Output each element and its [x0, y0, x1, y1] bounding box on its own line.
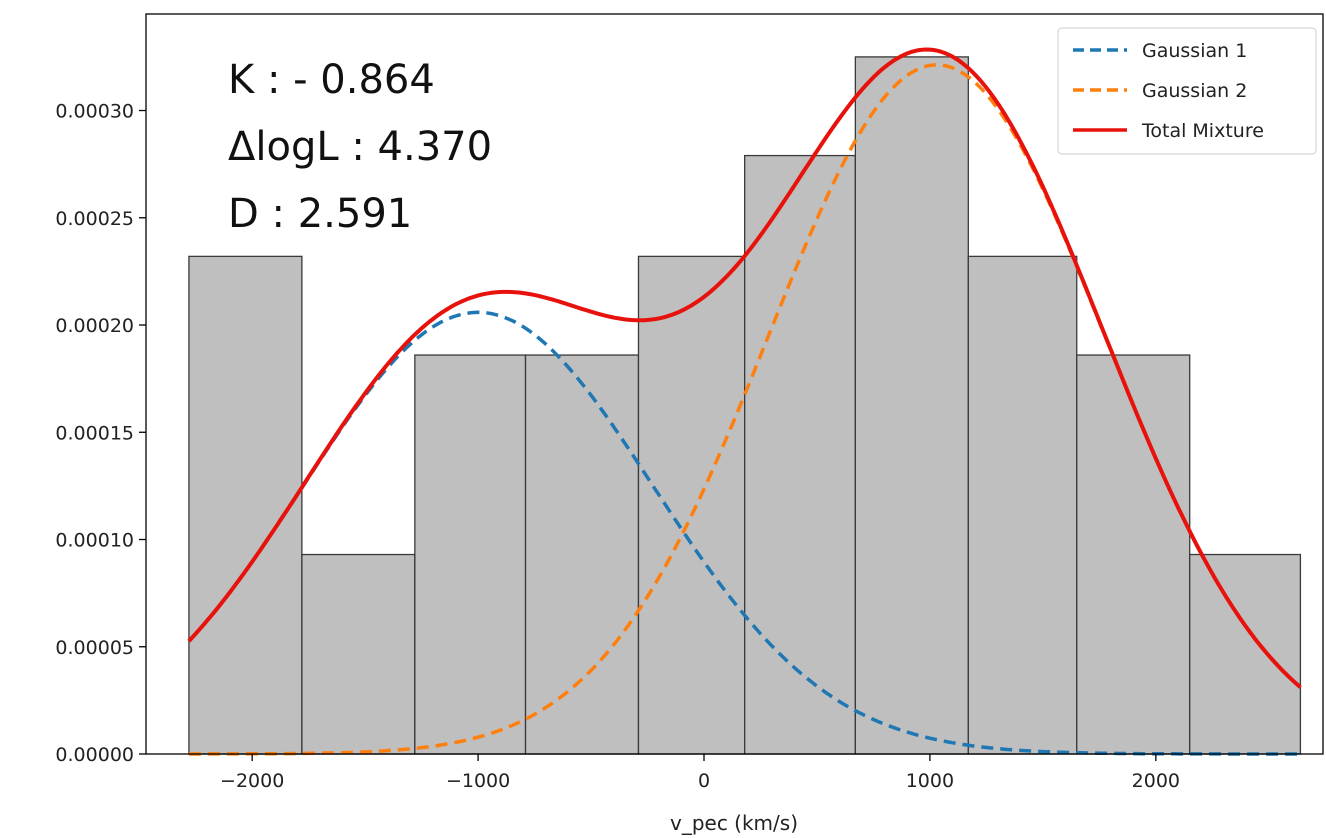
series-line-total-mixture — [187, 47, 1302, 689]
plot-frame — [145, 13, 1324, 755]
y-tick-label: 0.00010 — [55, 530, 134, 552]
histogram-bar — [854, 56, 969, 755]
histogram-bar — [524, 354, 640, 755]
histogram-bar — [414, 354, 527, 755]
y-tick-label: 0.00015 — [55, 422, 134, 444]
y-tick-label: 0.00000 — [55, 744, 134, 766]
legend-label-total-mixture: Total Mixture — [1141, 120, 1264, 142]
histogram-bar — [967, 255, 1078, 755]
annotation-d: D : 2.591 — [228, 191, 412, 237]
x-axis: −2000 −1000 0 1000 2000 — [220, 754, 1180, 792]
histogram-bar — [188, 255, 303, 755]
histogram-bar — [1189, 553, 1302, 755]
stats-annotation: K : - 0.864 ΔlogL : 4.370 D : 2.591 — [228, 57, 492, 237]
y-tick-label: 0.00030 — [55, 101, 134, 123]
x-axis-label: v_pec (km/s) — [670, 811, 798, 835]
x-tick-label: −2000 — [220, 770, 284, 792]
y-tick-label: 0.00020 — [55, 315, 134, 337]
x-tick-label: −1000 — [446, 770, 510, 792]
y-tick-label: 0.00025 — [55, 208, 134, 230]
y-axis: 0.00000 0.00005 0.00010 0.00015 0.00020 0.000… — [55, 101, 146, 766]
histogram-bar — [1076, 354, 1191, 755]
legend-box — [1057, 27, 1317, 155]
x-tick-label: 2000 — [1132, 770, 1180, 792]
annotation-k: K : - 0.864 — [228, 57, 435, 103]
histogram-bar — [637, 255, 746, 755]
histogram-bar — [744, 154, 857, 755]
legend-label-gaussian-1: Gaussian 1 — [1142, 40, 1247, 62]
legend-label-gaussian-2: Gaussian 2 — [1142, 80, 1247, 102]
x-tick-label: 0 — [698, 770, 710, 792]
legend: Gaussian 1 Gaussian 2 Total Mixture — [1057, 27, 1317, 155]
y-tick-label: 0.00005 — [55, 637, 134, 659]
histogram-bar — [301, 553, 416, 755]
histogram-bars — [188, 56, 1302, 755]
annotation-dlogl: ΔlogL : 4.370 — [228, 124, 492, 170]
x-tick-label: 1000 — [906, 770, 954, 792]
